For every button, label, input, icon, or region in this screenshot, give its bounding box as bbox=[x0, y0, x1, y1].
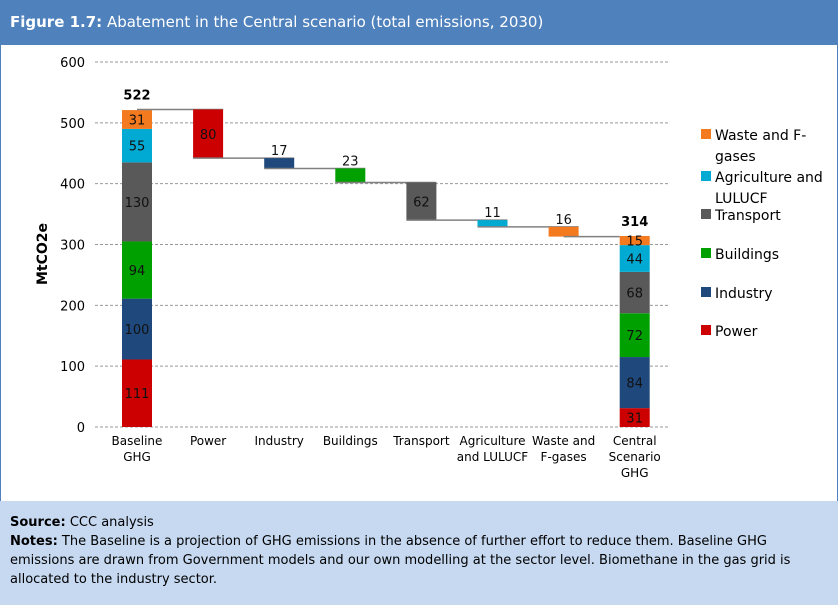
data-label: 44 bbox=[626, 252, 643, 267]
total-label: 522 bbox=[123, 88, 150, 103]
x-tick-label: Industry bbox=[255, 434, 304, 448]
y-tick-label: 400 bbox=[60, 178, 85, 193]
legend-label: gases bbox=[715, 149, 756, 165]
bar-segment-buildings bbox=[619, 313, 650, 358]
data-label: 130 bbox=[125, 196, 150, 211]
notes-text: The Baseline is a projection of GHG emis… bbox=[10, 534, 791, 587]
data-label: 15 bbox=[626, 235, 643, 250]
legend-label: Buildings bbox=[715, 247, 779, 263]
bar-segment-power bbox=[619, 408, 650, 427]
data-label: 31 bbox=[626, 412, 643, 427]
data-label: 62 bbox=[413, 195, 430, 210]
y-tick-label: 300 bbox=[60, 239, 85, 254]
legend-label: Power bbox=[715, 324, 758, 340]
bar-segment-buildings bbox=[122, 241, 152, 299]
data-label: 11 bbox=[484, 206, 501, 221]
data-label: 94 bbox=[129, 264, 146, 279]
legend-swatch bbox=[701, 287, 711, 297]
bar-segment-waste-and-f-gases bbox=[122, 110, 152, 129]
abatement-bar-agriculture-and-lulucf bbox=[477, 220, 508, 227]
legend-swatch bbox=[701, 325, 711, 335]
data-label: 84 bbox=[626, 377, 643, 392]
figure-label: Figure 1.7: bbox=[10, 13, 103, 31]
x-tick-label: Central bbox=[613, 434, 657, 448]
y-tick-label: 100 bbox=[60, 360, 85, 375]
x-tick-label: Transport bbox=[392, 434, 450, 448]
abatement-bar-transport bbox=[406, 182, 437, 221]
data-label: 17 bbox=[271, 144, 288, 159]
data-label: 68 bbox=[626, 287, 643, 302]
x-tick-label: Scenario bbox=[609, 450, 661, 464]
y-tick-label: 500 bbox=[60, 117, 85, 132]
data-label: 16 bbox=[555, 213, 572, 228]
notes-panel: Source: CCC analysis Notes: The Baseline… bbox=[0, 501, 838, 605]
data-label: 111 bbox=[125, 387, 150, 402]
bar-segment-transport bbox=[619, 271, 650, 314]
data-label: 72 bbox=[626, 329, 643, 344]
legend-swatch bbox=[701, 171, 711, 181]
legend-label: Transport bbox=[714, 208, 781, 224]
data-label: 100 bbox=[125, 323, 150, 338]
legend-swatch bbox=[701, 248, 711, 258]
data-label: 23 bbox=[342, 154, 359, 169]
legend-swatch bbox=[701, 129, 711, 139]
source-label: Source: bbox=[10, 515, 66, 530]
abatement-bar-waste-and-f-gases bbox=[548, 226, 579, 237]
x-tick-label: Buildings bbox=[323, 434, 378, 448]
notes-label: Notes: bbox=[10, 534, 58, 549]
data-label: 31 bbox=[129, 113, 146, 128]
data-label: 55 bbox=[129, 140, 146, 155]
x-tick-label: Waste and bbox=[532, 434, 595, 448]
x-tick-label: F-gases bbox=[541, 450, 587, 464]
figure-title: Abatement in the Central scenario (total… bbox=[106, 13, 544, 31]
abatement-bar-power bbox=[193, 109, 224, 159]
bar-segment-transport bbox=[122, 162, 152, 242]
y-tick-label: 200 bbox=[60, 299, 85, 314]
x-tick-label: Power bbox=[190, 434, 226, 448]
source-text: CCC analysis bbox=[69, 515, 154, 530]
legend-label: Industry bbox=[715, 286, 773, 302]
legend-label: Agriculture and bbox=[715, 170, 823, 186]
legend-label: Waste and F- bbox=[715, 128, 806, 144]
y-axis-label: MtCO2e bbox=[35, 222, 51, 286]
x-tick-label: and LULUCF bbox=[457, 450, 529, 464]
x-tick-label: Agriculture bbox=[460, 434, 526, 448]
x-tick-label: GHG bbox=[621, 466, 649, 480]
abatement-bar-buildings bbox=[335, 168, 366, 183]
figure-header: Figure 1.7: Abatement in the Central sce… bbox=[0, 0, 838, 45]
y-tick-label: 0 bbox=[77, 421, 85, 436]
bar-segment-waste-and-f-gases bbox=[619, 235, 650, 246]
data-label: 80 bbox=[200, 128, 217, 143]
total-label: 314 bbox=[621, 215, 648, 230]
waterfall-chart: 0 100 200 300 400 500 600 Baseline GHG Power Indus… bbox=[60, 56, 823, 480]
bar-segment-agriculture-and-lulucf bbox=[619, 245, 650, 272]
abatement-bar-industry bbox=[264, 158, 295, 169]
x-tick-label: Baseline bbox=[112, 434, 163, 448]
bar-segment-power bbox=[122, 359, 152, 427]
bar-segment-industry bbox=[122, 298, 152, 360]
legend-label: LULUCF bbox=[715, 191, 768, 207]
bar-segment-agriculture-and-lulucf bbox=[122, 128, 152, 163]
bar-segment-industry bbox=[619, 357, 650, 409]
y-tick-label: 600 bbox=[60, 56, 85, 71]
x-tick-label: GHG bbox=[123, 450, 151, 464]
legend-swatch bbox=[701, 209, 711, 219]
